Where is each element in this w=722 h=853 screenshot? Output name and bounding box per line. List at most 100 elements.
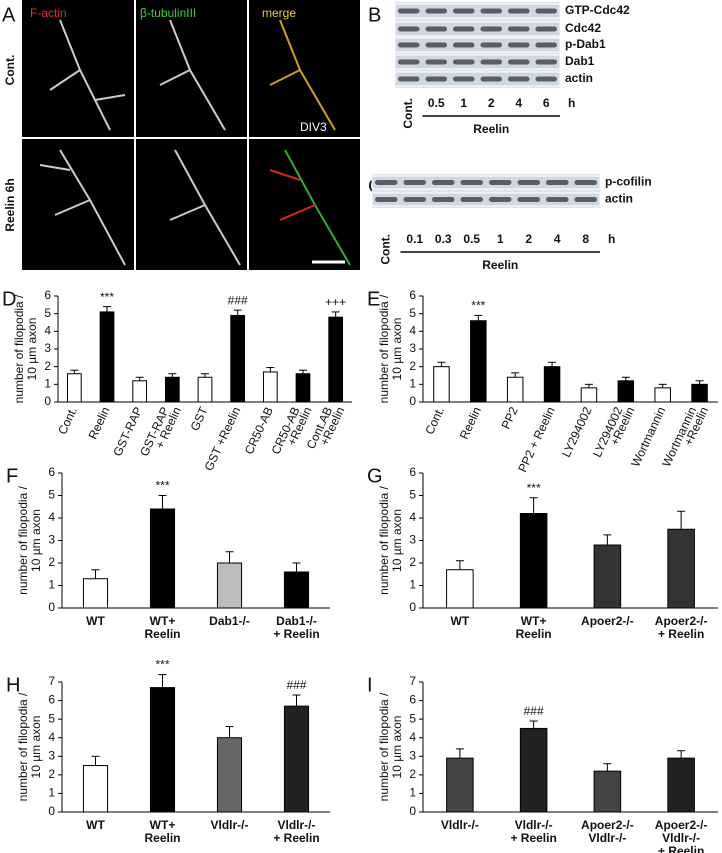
band: [425, 26, 447, 32]
channel-label: β-tubulinIII: [140, 6, 196, 20]
y-axis-label: number of filopodia /: [377, 692, 391, 801]
y-axis-label: 10 µm axon: [25, 318, 39, 381]
significance: ###: [228, 293, 248, 307]
bar: [197, 376, 213, 403]
y-axis-label: 10 µm axon: [390, 509, 404, 572]
x-tick-label: Reelin: [144, 627, 180, 641]
x-tick-label: WT+: [150, 614, 176, 628]
band: [460, 180, 483, 185]
band-label: actin: [605, 192, 633, 206]
lane-label: 2: [525, 232, 532, 246]
bar: [580, 387, 598, 403]
lane-label: 6: [543, 96, 550, 110]
lane-label: 1: [460, 96, 467, 110]
y-tick-label: 0: [409, 804, 416, 818]
y-tick-label: 3: [409, 341, 416, 355]
band: [480, 42, 502, 48]
y-tick-label: 0: [44, 394, 51, 408]
condition-label: Reelin 6h: [3, 178, 17, 231]
lane-label: 4: [554, 232, 561, 246]
lane-label: Cont.: [378, 234, 392, 265]
band: [480, 76, 502, 82]
y-tick-label: 0: [48, 804, 55, 818]
x-tick-label: WT: [86, 818, 105, 832]
band: [453, 59, 475, 65]
band: [425, 59, 447, 65]
y-tick-label: 5: [48, 488, 55, 502]
x-tick-label: + Reelin: [273, 831, 319, 845]
bar: [283, 571, 310, 609]
y-tick-label: 2: [44, 359, 51, 373]
bar: [66, 373, 82, 403]
panel-letter: G: [367, 465, 383, 487]
bar: [667, 757, 695, 813]
y-tick-label: 5: [409, 711, 416, 725]
blot-strip: [394, 21, 561, 37]
y-tick-label: 2: [48, 555, 55, 569]
band: [546, 180, 569, 185]
significance: ###: [286, 678, 306, 692]
band: [508, 76, 530, 82]
neuron-sketch: [39, 19, 241, 266]
bar: [446, 757, 474, 813]
band: [508, 26, 530, 32]
y-tick-label: 0: [409, 394, 416, 408]
bar: [149, 687, 176, 813]
x-tick-label: Dab1-/-: [276, 614, 317, 628]
y-tick-label: 2: [409, 359, 416, 373]
band: [508, 42, 530, 48]
band: [535, 42, 557, 48]
lane-label: Cont.: [401, 98, 415, 129]
band: [574, 180, 597, 185]
y-tick-label: 3: [409, 748, 416, 762]
bar: [149, 508, 176, 609]
band: [574, 197, 597, 202]
significance: ***: [100, 290, 114, 304]
y-axis-label: number of filopodia /: [16, 692, 30, 801]
band: [480, 26, 502, 32]
bar: [82, 765, 109, 813]
x-tick-label: PP2 + Reelin: [515, 405, 557, 475]
bar: [593, 544, 622, 609]
x-tick-label: Reelin: [457, 405, 484, 442]
band-label: Cdc42: [565, 21, 601, 35]
treatment-label: Reelin: [482, 258, 518, 272]
band-label: actin: [565, 71, 593, 85]
y-tick-label: 3: [409, 533, 416, 547]
band: [517, 180, 540, 185]
bar: [691, 383, 708, 403]
y-tick-label: 1: [44, 377, 51, 391]
bar: [654, 387, 671, 403]
panel-letter: A: [2, 4, 16, 26]
band: [425, 42, 447, 48]
y-axis-label: number of filopodia /: [12, 294, 26, 403]
x-tick-label: Vldlr-/-: [441, 818, 479, 832]
y-tick-label: 0: [409, 600, 416, 614]
bar: [543, 366, 561, 403]
y-axis-label: number of filopodia /: [377, 294, 391, 403]
y-tick-label: 3: [48, 748, 55, 762]
x-tick-label: Vldlr-/-: [515, 818, 553, 832]
blot-strip: [371, 175, 601, 190]
x-tick-label: Apoer2-/-: [655, 818, 708, 832]
y-tick-label: 1: [409, 377, 416, 391]
x-tick-label: WT: [86, 614, 105, 628]
band: [398, 59, 420, 65]
y-tick-label: 4: [409, 730, 416, 744]
bar: [519, 513, 548, 609]
band: [398, 76, 420, 82]
y-tick-label: 4: [409, 510, 416, 524]
y-axis-label: 10 µm axon: [29, 716, 43, 779]
blot-strip: [394, 71, 561, 87]
band: [535, 59, 557, 65]
micrograph-panel: [22, 0, 360, 270]
y-tick-label: 3: [48, 533, 55, 547]
band: [453, 76, 475, 82]
band: [375, 180, 398, 185]
x-tick-label: PP2: [499, 404, 521, 431]
x-tick-label: Apoer2-/-: [655, 614, 708, 628]
blot-strip: [394, 3, 561, 19]
panel-letter: F: [6, 465, 18, 487]
x-tick-label: Reelin: [86, 405, 113, 442]
x-tick-label: Vldlr-/-: [662, 831, 700, 845]
